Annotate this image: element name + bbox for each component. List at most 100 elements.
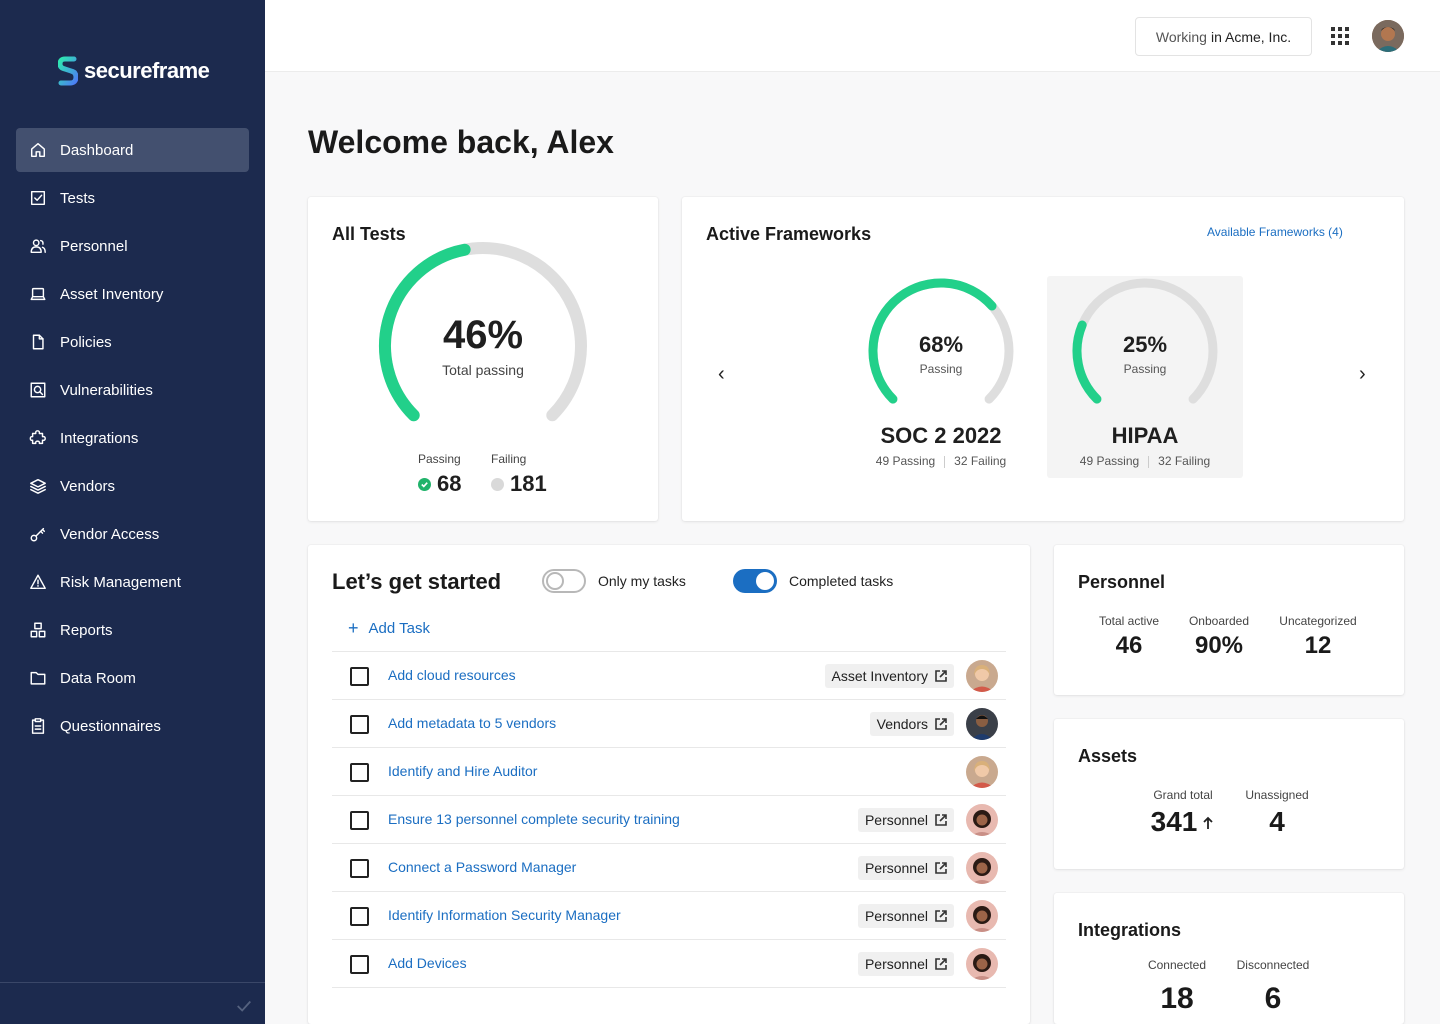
failing-stat: 181	[491, 471, 547, 497]
assignee-avatar[interactable]	[966, 660, 998, 692]
framework-stats: 49 Passing 32 Failing	[843, 454, 1039, 468]
add-task-button[interactable]: + Add Task	[348, 618, 430, 639]
assignee-avatar[interactable]	[966, 900, 998, 932]
active-frameworks-card: Active Frameworks Available Frameworks (…	[682, 197, 1404, 521]
assignee-avatar[interactable]	[966, 708, 998, 740]
sidebar-item-integrations[interactable]: Integrations	[16, 416, 249, 460]
onboarded-value: 90%	[1194, 632, 1244, 659]
laptop-icon	[28, 284, 48, 304]
framework-stats: 49 Passing 32 Failing	[1047, 454, 1243, 468]
add-task-label: Add Task	[368, 620, 430, 637]
arrow-up-icon	[1203, 816, 1213, 829]
assignee-avatar[interactable]	[966, 804, 998, 836]
assets-card[interactable]: Assets Grand total 341 Unassigned 4	[1054, 719, 1404, 869]
brand-name: secureframe	[84, 58, 210, 83]
uncategorized-value: 12	[1304, 632, 1332, 659]
sidebar-item-vendor-access[interactable]: Vendor Access	[16, 512, 249, 556]
assignee-avatar[interactable]	[966, 852, 998, 884]
workspace-switcher[interactable]: Working in Acme, Inc.	[1135, 17, 1312, 56]
task-checkbox[interactable]	[350, 955, 369, 974]
toggle-knob	[546, 572, 564, 590]
task-row: Identify and Hire Auditor	[332, 748, 1006, 796]
workspace-prefix: Working	[1155, 28, 1207, 45]
task-tag[interactable]: Personnel	[857, 904, 954, 928]
page-title: Welcome back, Alex	[308, 124, 614, 160]
framework-percent: 25%	[1122, 332, 1168, 357]
task-checkbox[interactable]	[350, 667, 369, 686]
task-label[interactable]: Ensure 13 personnel complete security tr…	[388, 811, 680, 827]
task-checkbox[interactable]	[350, 763, 369, 782]
sidebar-item-tests[interactable]: Tests	[16, 176, 249, 220]
task-tag[interactable]: Personnel	[857, 952, 954, 976]
card-title: All Tests	[332, 224, 406, 244]
task-label[interactable]: Connect a Password Manager	[388, 859, 577, 875]
assignee-avatar[interactable]	[966, 756, 998, 788]
carousel-prev-arrow[interactable]: ‹	[718, 363, 725, 385]
layers-icon	[28, 476, 48, 496]
sidebar-item-data-room[interactable]: Data Room	[16, 656, 249, 700]
task-checkbox[interactable]	[350, 907, 369, 926]
task-checkbox[interactable]	[350, 715, 369, 734]
grand-total-label: Grand total	[1153, 788, 1213, 802]
task-label[interactable]: Add cloud resources	[388, 667, 516, 683]
key-icon	[28, 524, 48, 544]
passing-value: 68	[437, 471, 462, 496]
sidebar-item-risk-management[interactable]: Risk Management	[16, 560, 249, 604]
completed-tasks-toggle[interactable]	[733, 569, 777, 593]
gauge-value-arc	[379, 243, 471, 422]
sidebar-footer	[0, 982, 265, 1024]
sidebar-item-policies[interactable]: Policies	[16, 320, 249, 364]
available-frameworks-link[interactable]: Available Frameworks (4)	[1207, 225, 1343, 239]
sidebar-item-asset-inventory[interactable]: Asset Inventory	[16, 272, 249, 316]
framework-hipaa[interactable]: 25% Passing HIPAA 49 Passing 32 Failing	[1047, 276, 1243, 478]
task-checkbox[interactable]	[350, 859, 369, 878]
sidebar-item-questionnaires[interactable]: Questionnaires	[16, 704, 249, 748]
external-link-icon	[935, 910, 947, 922]
external-link-icon	[935, 958, 947, 970]
task-tag[interactable]: Personnel	[857, 808, 954, 832]
connected-value: 18	[1160, 982, 1194, 1015]
check-icon[interactable]	[235, 997, 253, 1020]
task-label[interactable]: Add metadata to 5 vendors	[388, 715, 557, 731]
task-row: Identify Information Security Manager Pe…	[332, 892, 1006, 940]
disconnected-value: 6	[1264, 982, 1282, 1015]
task-label[interactable]: Identify Information Security Manager	[388, 907, 621, 923]
failing-label: Failing	[491, 452, 527, 466]
card-title: Let’s get started	[332, 569, 502, 594]
task-tag[interactable]: Asset Inventory	[824, 664, 954, 688]
only-my-tasks-toggle[interactable]	[542, 569, 586, 593]
unassigned-value: 4	[1269, 806, 1285, 837]
sidebar-item-label: Vendors	[60, 477, 116, 495]
failing-dot-icon	[491, 477, 504, 491]
task-tag[interactable]: Vendors	[869, 712, 954, 736]
framework-name: HIPAA	[1111, 423, 1179, 448]
tasks-card: Let’s get started Only my tasks Complete…	[308, 545, 1030, 1024]
sidebar-item-vulnerabilities[interactable]: Vulnerabilities	[16, 368, 249, 412]
assignee-avatar[interactable]	[966, 948, 998, 980]
task-label[interactable]: Identify and Hire Auditor	[388, 763, 538, 779]
home-icon	[28, 140, 48, 160]
framework-name: SOC 2 2022	[880, 423, 1002, 448]
brand-logo[interactable]: secureframe	[58, 56, 210, 86]
framework-soc2[interactable]: 68% Passing SOC 2 2022 49 Passing 32 Fail…	[843, 276, 1039, 478]
apps-grid-icon[interactable]	[1331, 27, 1349, 45]
sidebar-item-vendors[interactable]: Vendors	[16, 464, 249, 508]
task-checkbox[interactable]	[350, 811, 369, 830]
sidebar-item-dashboard[interactable]: Dashboard	[16, 128, 249, 172]
card-title: Integrations	[1078, 920, 1182, 940]
sidebar-item-label: Tests	[60, 189, 96, 207]
sidebar-item-reports[interactable]: Reports	[16, 608, 249, 652]
personnel-card[interactable]: Personnel Total active 46 Onboarded 90% …	[1054, 545, 1404, 695]
carousel-next-arrow[interactable]: ›	[1359, 363, 1366, 385]
user-avatar[interactable]	[1372, 20, 1404, 52]
grand-total-stat: 341	[1133, 806, 1233, 838]
integrations-card[interactable]: Integrations Connected 18 Disconnected 6	[1054, 893, 1404, 1024]
total-percent: 46%	[442, 313, 524, 357]
gauge-value-arc	[1072, 320, 1102, 404]
document-icon	[28, 332, 48, 352]
gauge-value-arc	[868, 278, 997, 404]
task-label[interactable]: Add Devices	[388, 955, 467, 971]
framework-subtitle: Passing	[1123, 362, 1167, 376]
task-tag[interactable]: Personnel	[857, 856, 954, 880]
sidebar-item-personnel[interactable]: Personnel	[16, 224, 249, 268]
